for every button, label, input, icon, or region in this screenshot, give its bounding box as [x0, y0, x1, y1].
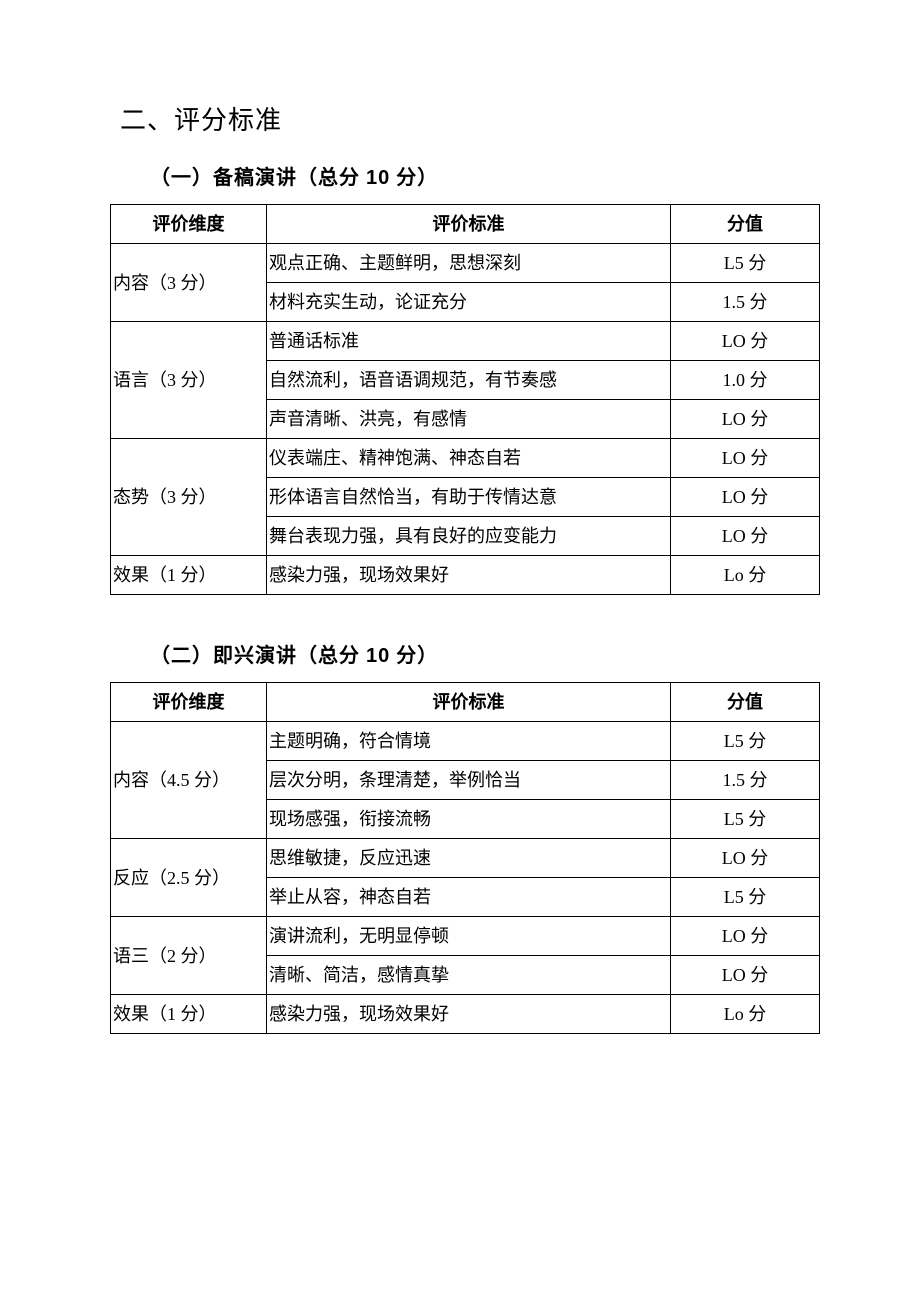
- cell-dimension: 反应（2.5 分）: [111, 839, 267, 917]
- table-row: 态势（3 分） 仪表端庄、精神饱满、神态自若 LO 分: [111, 439, 820, 478]
- cell-criteria: 形体语言自然恰当，有助于传情达意: [266, 478, 670, 517]
- document-page: 二、评分标准 （一）备稿演讲（总分 10 分） 评价维度 评价标准 分值 内容（…: [0, 0, 920, 1034]
- cell-score: Lo 分: [671, 995, 820, 1034]
- cell-criteria: 主题明确，符合情境: [266, 722, 670, 761]
- cell-score: LO 分: [671, 322, 820, 361]
- section2-table: 评价维度 评价标准 分值 内容（4.5 分） 主题明确，符合情境 L5 分 层次…: [110, 682, 820, 1034]
- section2-title-suffix: 分）: [390, 645, 438, 667]
- cell-criteria: 普通话标准: [266, 322, 670, 361]
- table-header-row: 评价维度 评价标准 分值: [111, 683, 820, 722]
- cell-criteria: 观点正确、主题鲜明，思想深刻: [266, 244, 670, 283]
- cell-criteria: 现场感强，衔接流畅: [266, 800, 670, 839]
- cell-score: L5 分: [671, 800, 820, 839]
- table-row: 语三（2 分） 演讲流利，无明显停顿 LO 分: [111, 917, 820, 956]
- cell-score: LO 分: [671, 400, 820, 439]
- cell-score: L5 分: [671, 244, 820, 283]
- col-header-score: 分值: [671, 205, 820, 244]
- cell-dimension: 效果（1 分）: [111, 556, 267, 595]
- cell-score: Lo 分: [671, 556, 820, 595]
- cell-criteria: 思维敏捷，反应迅速: [266, 839, 670, 878]
- cell-criteria: 演讲流利，无明显停顿: [266, 917, 670, 956]
- main-heading: 二、评分标准: [120, 100, 820, 137]
- cell-criteria: 舞台表现力强，具有良好的应变能力: [266, 517, 670, 556]
- section1-title: （一）备稿演讲（总分 10 分）: [150, 161, 820, 190]
- cell-score: 1.5 分: [671, 761, 820, 800]
- table-header-row: 评价维度 评价标准 分值: [111, 205, 820, 244]
- section1-title-num: 10: [366, 167, 390, 189]
- section1-title-prefix: （一）备稿演讲（总分: [150, 167, 366, 189]
- cell-score: LO 分: [671, 517, 820, 556]
- cell-dimension: 语言（3 分）: [111, 322, 267, 439]
- cell-criteria: 层次分明，条理清楚，举例恰当: [266, 761, 670, 800]
- cell-dimension: 效果（1 分）: [111, 995, 267, 1034]
- cell-dimension: 态势（3 分）: [111, 439, 267, 556]
- col-header-dimension: 评价维度: [111, 205, 267, 244]
- cell-score: 1.5 分: [671, 283, 820, 322]
- cell-score: L5 分: [671, 878, 820, 917]
- table-row: 语言（3 分） 普通话标准 LO 分: [111, 322, 820, 361]
- cell-dimension: 内容（3 分）: [111, 244, 267, 322]
- col-header-score: 分值: [671, 683, 820, 722]
- cell-score: 1.0 分: [671, 361, 820, 400]
- cell-score: LO 分: [671, 478, 820, 517]
- cell-score: LO 分: [671, 956, 820, 995]
- cell-score: LO 分: [671, 439, 820, 478]
- col-header-criteria: 评价标准: [266, 205, 670, 244]
- table-row: 反应（2.5 分） 思维敏捷，反应迅速 LO 分: [111, 839, 820, 878]
- cell-criteria: 声音清晰、洪亮，有感情: [266, 400, 670, 439]
- cell-dimension: 内容（4.5 分）: [111, 722, 267, 839]
- cell-criteria: 感染力强，现场效果好: [266, 995, 670, 1034]
- col-header-dimension: 评价维度: [111, 683, 267, 722]
- cell-criteria: 材料充实生动，论证充分: [266, 283, 670, 322]
- cell-criteria: 感染力强，现场效果好: [266, 556, 670, 595]
- table-row: 内容（4.5 分） 主题明确，符合情境 L5 分: [111, 722, 820, 761]
- cell-criteria: 仪表端庄、精神饱满、神态自若: [266, 439, 670, 478]
- table-row: 效果（1 分） 感染力强，现场效果好 Lo 分: [111, 556, 820, 595]
- cell-criteria: 自然流利，语音语调规范，有节奏感: [266, 361, 670, 400]
- table-row: 效果（1 分） 感染力强，现场效果好 Lo 分: [111, 995, 820, 1034]
- cell-criteria: 清晰、简洁，感情真挚: [266, 956, 670, 995]
- section1-title-suffix: 分）: [390, 167, 438, 189]
- cell-score: L5 分: [671, 722, 820, 761]
- cell-criteria: 举止从容，神态自若: [266, 878, 670, 917]
- section1-table: 评价维度 评价标准 分值 内容（3 分） 观点正确、主题鲜明，思想深刻 L5 分…: [110, 204, 820, 595]
- table-row: 内容（3 分） 观点正确、主题鲜明，思想深刻 L5 分: [111, 244, 820, 283]
- cell-score: LO 分: [671, 839, 820, 878]
- section2-title-prefix: （二）即兴演讲（总分: [150, 645, 366, 667]
- section2-title: （二）即兴演讲（总分 10 分）: [150, 639, 820, 668]
- cell-dimension: 语三（2 分）: [111, 917, 267, 995]
- cell-score: LO 分: [671, 917, 820, 956]
- section2-title-num: 10: [366, 645, 390, 667]
- col-header-criteria: 评价标准: [266, 683, 670, 722]
